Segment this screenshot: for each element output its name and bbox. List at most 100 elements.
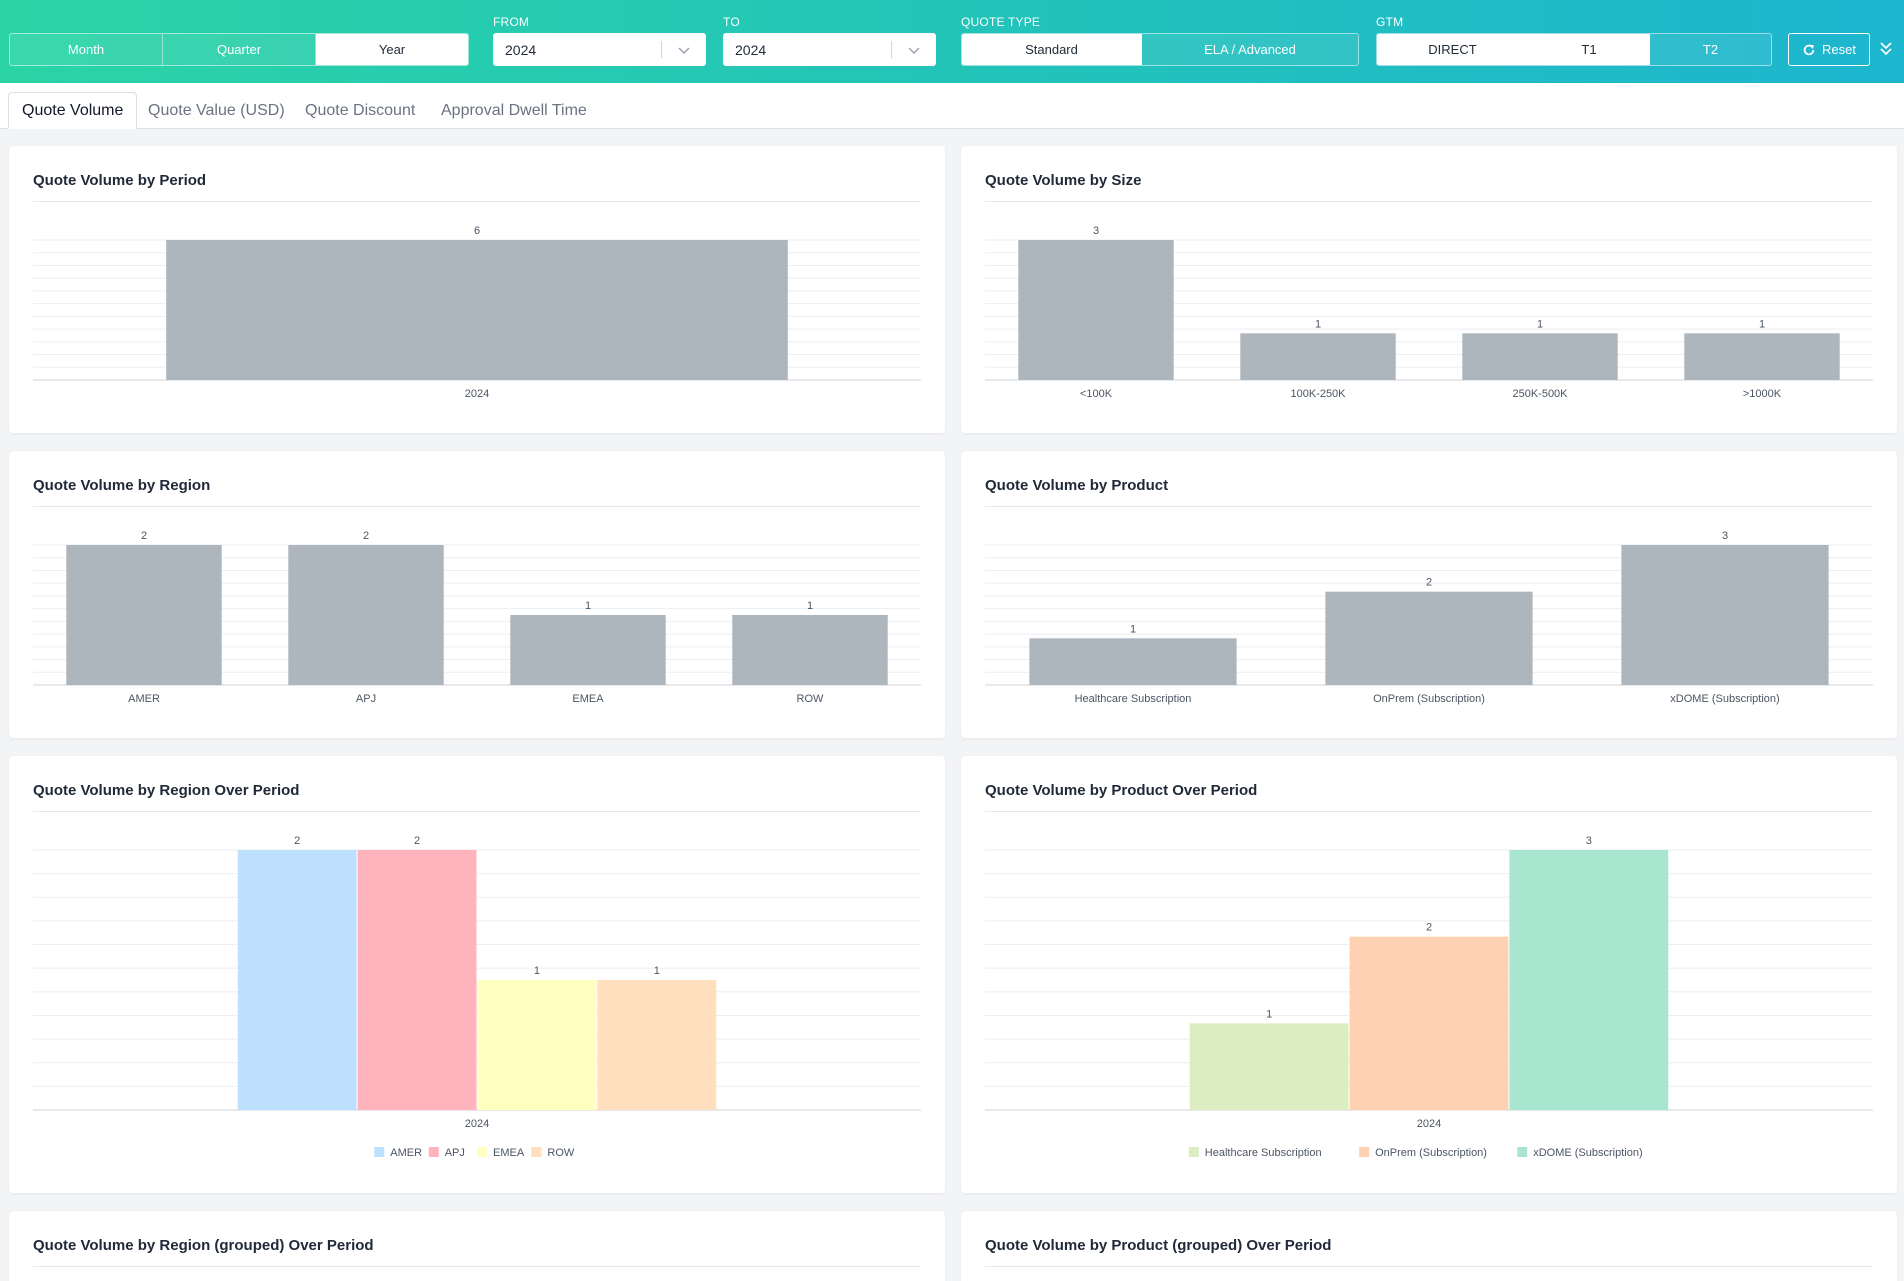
- reset-button[interactable]: Reset: [1788, 33, 1870, 66]
- chevron-down-icon[interactable]: [906, 42, 922, 58]
- data-label: 2: [363, 530, 369, 542]
- tick-label: Healthcare Subscription: [1075, 693, 1192, 705]
- legend-swatch: [1359, 1147, 1370, 1157]
- legend-item-row: ROW: [547, 1147, 575, 1159]
- bar-onprem-subscription: [1325, 591, 1533, 685]
- period-quarter-button[interactable]: Quarter: [163, 34, 316, 65]
- data-label: 3: [1586, 835, 1592, 847]
- tab-bar: Quote Volume Quote Value (USD) Quote Dis…: [0, 83, 1904, 129]
- card-title: Quote Volume by Product Over Period: [985, 782, 1258, 799]
- bar-100k: [1018, 240, 1174, 380]
- data-label: 2: [294, 835, 300, 847]
- data-label: 1: [654, 965, 660, 977]
- legend-swatch: [374, 1147, 385, 1157]
- period-toggle: Month Quarter Year: [9, 33, 469, 66]
- bar-xdome-subscription: [1621, 545, 1829, 685]
- bar-emea: [477, 980, 597, 1110]
- to-select[interactable]: 2024: [723, 33, 936, 66]
- period-year-button[interactable]: Year: [316, 34, 468, 65]
- card-title: Quote Volume by Region Over Period: [33, 782, 300, 799]
- bar-2024: [166, 240, 788, 380]
- data-label: 3: [1722, 530, 1728, 542]
- legend-swatch: [1188, 1147, 1199, 1157]
- bar-onprem-subscription: [1349, 936, 1509, 1110]
- double-chevron-down-icon[interactable]: [1878, 40, 1894, 58]
- card-volume-by-region-grouped: Quote Volume by Region (grouped) Over Pe…: [9, 1211, 945, 1281]
- data-label: 2: [141, 530, 147, 542]
- tick-label: ROW: [797, 693, 825, 705]
- to-select-value: 2024: [735, 41, 767, 58]
- divider: [985, 1266, 1873, 1267]
- card-volume-by-product-over-period: Quote Volume by Product Over Period 1 2 3 2…: [961, 756, 1897, 1193]
- data-label: 1: [534, 965, 540, 977]
- from-select[interactable]: 2024: [493, 33, 706, 66]
- tick-label: >1000K: [1743, 388, 1782, 400]
- select-divider: [891, 41, 892, 58]
- legend-item-onprem-subscription: OnPrem (Subscription): [1375, 1147, 1487, 1159]
- data-label: 1: [1266, 1008, 1272, 1020]
- tab-approval-dwell-time[interactable]: Approval Dwell Time: [441, 101, 587, 119]
- divider: [33, 201, 921, 202]
- tick-label: 2024: [1417, 1118, 1441, 1130]
- tick-label: EMEA: [572, 693, 604, 705]
- refresh-icon: [1803, 44, 1815, 55]
- data-label: 2: [414, 835, 420, 847]
- card-title: Quote Volume by Region: [33, 477, 211, 494]
- data-label: 1: [1315, 318, 1321, 330]
- bar-apj: [357, 850, 477, 1110]
- tab-quote-volume[interactable]: Quote Volume: [8, 92, 138, 129]
- tick-label: AMER: [128, 693, 160, 705]
- legend-item-amer: AMER: [390, 1147, 422, 1159]
- bar-amer: [237, 850, 357, 1110]
- bar-healthcare-subscription: [1029, 638, 1237, 685]
- to-label: TO: [723, 15, 740, 29]
- divider: [33, 506, 921, 507]
- from-label: FROM: [493, 15, 530, 29]
- legend-swatch: [477, 1147, 487, 1157]
- data-label: 1: [807, 600, 813, 612]
- chart-volume-by-region: 2 AMER 2 APJ 1 EMEA 1 ROW: [33, 530, 921, 705]
- bar-emea: [510, 615, 666, 685]
- data-label: 1: [1759, 318, 1765, 330]
- legend-item-emea: EMEA: [493, 1147, 525, 1159]
- chart-volume-by-region-over-period: 2 2 1 1 2024 AMER APJ EMEA ROW: [33, 835, 921, 1159]
- card-title: Quote Volume by Period: [33, 172, 207, 189]
- gtm-t1-button[interactable]: T1: [1529, 34, 1650, 65]
- card-title: Quote Volume by Product: [985, 477, 1169, 494]
- legend-item-apj: APJ: [445, 1147, 465, 1159]
- tab-quote-value[interactable]: Quote Value (USD): [148, 101, 285, 119]
- tick-label: <100K: [1080, 388, 1113, 400]
- card-volume-by-product: Quote Volume by Product 1 Healthcare Subs…: [961, 451, 1897, 738]
- filter-bar: Month Quarter Year FROM 2024 TO 2024 QUO…: [0, 0, 1904, 83]
- gtm-label: GTM: [1376, 15, 1404, 29]
- data-label: 2: [1426, 922, 1432, 934]
- data-label: 1: [585, 600, 591, 612]
- tick-label: APJ: [356, 693, 376, 705]
- bar-1000k: [1684, 333, 1840, 380]
- card-title: Quote Volume by Size: [985, 172, 1142, 189]
- bar-row: [732, 615, 888, 685]
- legend: AMER APJ EMEA ROW: [374, 1147, 575, 1159]
- chevron-down-icon[interactable]: [676, 42, 692, 58]
- divider: [985, 201, 1873, 202]
- chart-volume-by-product: 1 Healthcare Subscription 2 OnPrem (Subscri…: [985, 530, 1873, 705]
- tick-label: 2024: [465, 1118, 489, 1130]
- card-volume-by-period: Quote Volume by Period 6 2024: [9, 146, 945, 433]
- period-month-button[interactable]: Month: [10, 34, 163, 65]
- card-volume-by-product-grouped: Quote Volume by Product (grouped) Over P…: [961, 1211, 1897, 1281]
- data-label: 3: [1093, 225, 1099, 237]
- quote-type-ela-button[interactable]: ELA / Advanced: [1142, 34, 1358, 65]
- gtm-direct-button[interactable]: DIRECT: [1377, 34, 1529, 65]
- tab-quote-discount[interactable]: Quote Discount: [305, 101, 416, 119]
- legend-swatch: [531, 1147, 542, 1157]
- tick-label: 2024: [465, 388, 489, 400]
- chart-volume-by-period: 6 2024: [33, 225, 921, 400]
- tick-label: 100K-250K: [1290, 388, 1346, 400]
- quote-type-standard-button[interactable]: Standard: [962, 34, 1142, 65]
- chart-volume-by-product-over-period: 1 2 3 2024 Healthcare Subscription OnPrem (Su…: [985, 835, 1873, 1159]
- bar-xdome-subscription: [1509, 850, 1669, 1110]
- data-label: 1: [1130, 623, 1136, 635]
- gtm-t2-button[interactable]: T2: [1650, 34, 1771, 65]
- legend: Healthcare Subscription OnPrem (Subscript…: [1188, 1147, 1643, 1159]
